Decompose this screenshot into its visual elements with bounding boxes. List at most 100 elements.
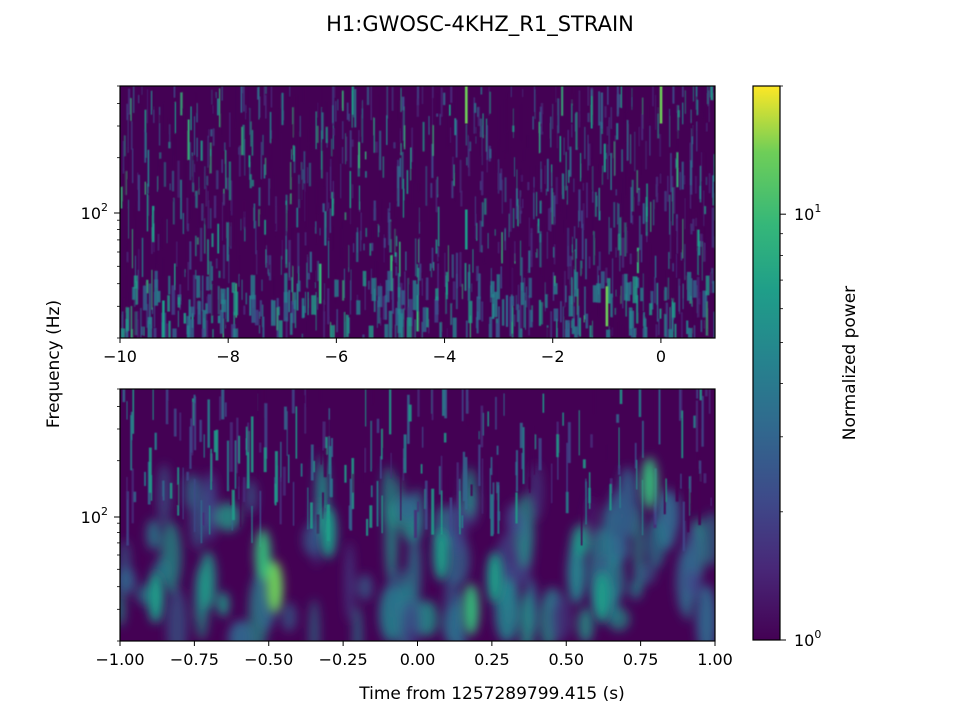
heat-blob xyxy=(197,301,202,325)
heat-blob xyxy=(589,325,592,338)
heat-streak xyxy=(708,173,711,194)
heat-streak xyxy=(386,86,389,119)
heat-streak xyxy=(270,86,273,108)
heat-streak xyxy=(397,166,400,207)
heat-streak xyxy=(146,183,149,194)
heat-streak xyxy=(594,240,597,255)
heat-streak xyxy=(582,459,586,469)
heat-streak xyxy=(225,150,227,189)
heat-streak xyxy=(244,139,246,176)
heat-blob xyxy=(217,591,229,617)
heat-streak xyxy=(710,272,712,294)
heat-streak xyxy=(151,227,153,254)
heat-streak xyxy=(389,389,392,435)
heat-streak xyxy=(137,319,139,338)
heat-streak xyxy=(399,241,401,277)
heat-streak xyxy=(572,279,574,319)
heat-streak xyxy=(366,518,369,536)
heat-streak xyxy=(321,106,322,143)
heat-streak xyxy=(437,247,439,262)
heat-streak xyxy=(411,127,413,162)
heat-blob xyxy=(705,275,710,296)
heat-blob xyxy=(283,292,289,322)
heat-streak xyxy=(698,473,701,526)
heat-streak xyxy=(390,452,392,479)
heat-streak xyxy=(432,87,433,125)
heat-streak xyxy=(265,86,267,94)
heat-streak xyxy=(708,389,711,414)
heat-streak xyxy=(255,220,257,255)
heat-streak xyxy=(616,94,618,111)
heat-streak xyxy=(617,202,618,225)
heat-streak xyxy=(218,270,221,278)
heat-streak xyxy=(708,319,711,338)
heat-streak xyxy=(549,207,552,232)
heat-streak xyxy=(262,304,264,328)
heat-streak xyxy=(451,254,454,278)
heat-streak xyxy=(617,235,619,258)
heat-streak xyxy=(265,249,267,268)
heat-streak xyxy=(288,262,290,278)
heat-streak xyxy=(404,271,406,310)
heat-streak xyxy=(443,92,446,106)
heat-streak xyxy=(259,318,262,326)
heat-streak xyxy=(138,174,140,211)
heat-streak xyxy=(377,155,379,194)
heat-streak xyxy=(393,142,396,149)
heat-streak xyxy=(682,262,685,299)
heat-streak xyxy=(680,473,682,489)
heat-streak xyxy=(590,87,593,97)
heat-blob xyxy=(228,620,254,641)
heat-streak xyxy=(480,182,483,222)
heatmap-bottom xyxy=(120,389,715,641)
heat-streak xyxy=(494,229,496,236)
heat-streak xyxy=(712,175,714,198)
heat-streak xyxy=(210,129,213,137)
heat-streak xyxy=(464,263,467,291)
heat-streak xyxy=(294,299,297,329)
heat-streak xyxy=(709,86,712,98)
heat-blob xyxy=(529,309,533,328)
heat-streak xyxy=(410,168,413,205)
heat-blob xyxy=(356,300,361,315)
heat-streak xyxy=(654,255,657,278)
heat-streak xyxy=(481,202,484,227)
heat-streak xyxy=(479,220,482,253)
heat-streak xyxy=(295,406,298,459)
heat-streak xyxy=(673,237,677,259)
heat-streak xyxy=(207,301,209,336)
heat-streak xyxy=(337,156,339,196)
heat-streak xyxy=(138,249,140,280)
heat-blob xyxy=(293,292,297,310)
heat-streak xyxy=(241,279,243,300)
heat-streak xyxy=(506,92,509,131)
heat-streak xyxy=(126,491,129,546)
heat-blob xyxy=(643,312,645,327)
x-tick-label: −0.50 xyxy=(244,650,293,669)
heat-streak xyxy=(402,96,405,111)
heat-streak xyxy=(298,183,300,200)
heat-streak xyxy=(323,150,325,187)
heat-streak xyxy=(221,159,223,173)
heat-streak xyxy=(514,157,515,177)
heat-streak xyxy=(480,87,483,95)
heat-streak xyxy=(618,203,620,236)
heat-blob xyxy=(565,320,570,338)
heat-streak xyxy=(200,290,202,299)
heat-streak xyxy=(420,464,423,474)
heat-streak xyxy=(669,307,671,338)
heat-streak xyxy=(519,305,522,331)
heat-streak xyxy=(181,283,184,300)
heat-streak xyxy=(396,236,398,247)
heat-streak xyxy=(313,260,316,283)
heat-streak xyxy=(198,176,200,195)
heat-streak xyxy=(609,484,612,511)
heat-streak xyxy=(206,320,209,338)
heat-streak xyxy=(497,159,500,194)
heat-streak xyxy=(540,161,542,189)
heat-streak xyxy=(157,234,160,251)
heat-streak xyxy=(236,417,239,474)
heat-streak xyxy=(682,102,684,125)
heat-streak xyxy=(437,206,440,247)
heat-streak xyxy=(372,218,374,239)
